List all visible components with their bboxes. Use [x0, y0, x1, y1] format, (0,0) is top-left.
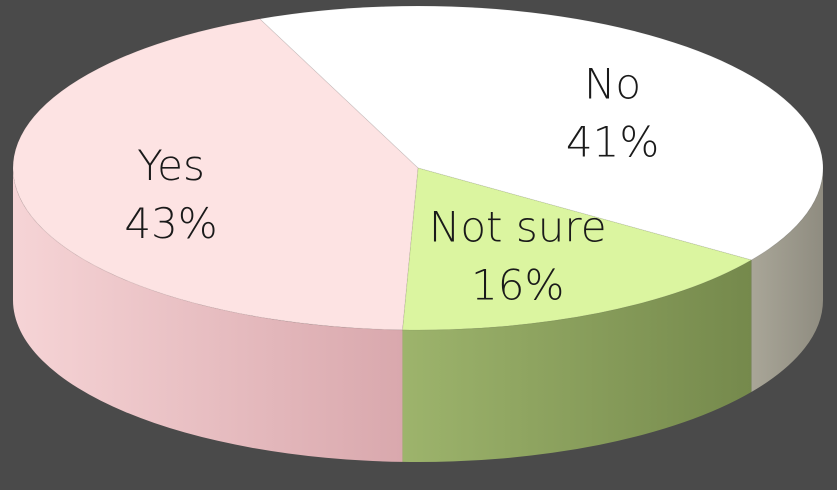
pie-slice-not-sure	[401, 167, 753, 331]
pie-value-yes: 43%	[124, 199, 217, 248]
pie-label-not-sure: Not sure	[429, 203, 607, 252]
pie-side-walls	[13, 168, 823, 462]
pie-data-labels: No 41% Not sure 16% Yes 43%	[124, 60, 659, 310]
pie-slice-no	[258, 5, 824, 261]
pie-label-no: No	[584, 60, 641, 109]
pie-label-yes: Yes	[137, 141, 205, 190]
pie-value-not-sure: 16%	[471, 261, 564, 310]
pie-side-yes	[13, 168, 403, 462]
pie-slice-yes	[12, 18, 419, 331]
pie-side-not-sure	[402, 259, 752, 462]
pie-top-faces	[12, 5, 824, 331]
pie-value-no: 41%	[566, 118, 659, 167]
pie-side-no	[751, 168, 823, 392]
